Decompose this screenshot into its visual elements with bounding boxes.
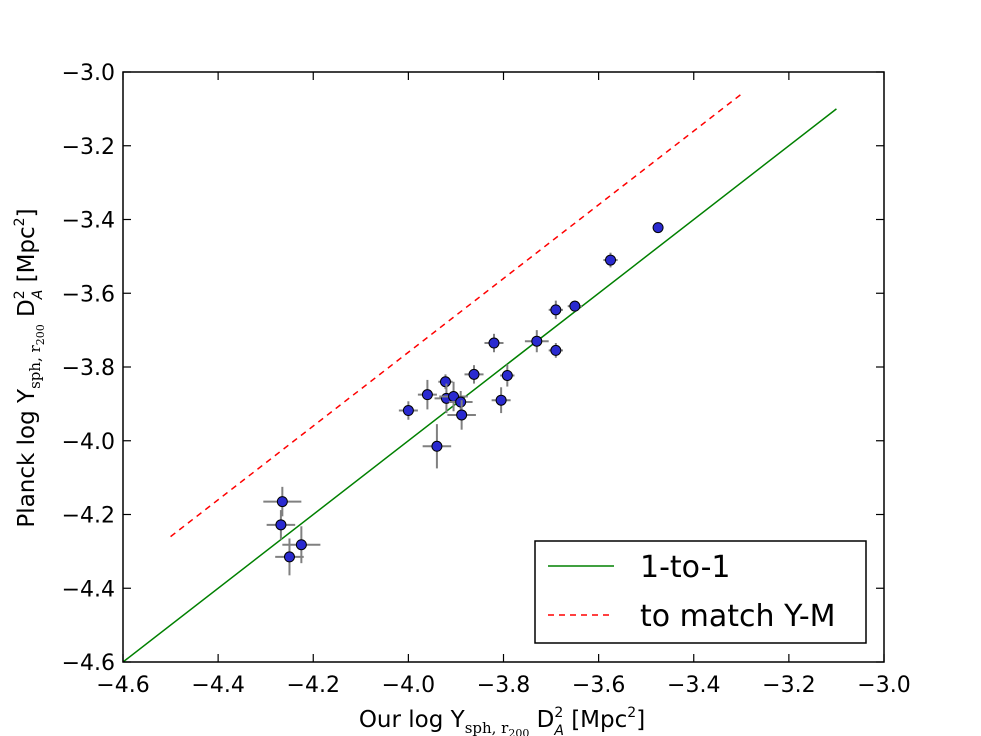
data-point [266, 510, 296, 540]
point-marker [456, 409, 468, 421]
point-marker [488, 337, 500, 349]
x-axis-label-unit-sup: 2 [627, 705, 636, 721]
x-tick-label: −3.2 [762, 673, 815, 698]
legend: 1-to-1 to match Y-M [534, 540, 867, 644]
y-axis-label-subsubscript: 200 [34, 324, 47, 345]
x-tick-label: −4.0 [382, 673, 435, 698]
point-marker [550, 304, 562, 316]
x-axis-label-mid: D [529, 707, 554, 733]
plot-inner [123, 93, 837, 662]
y-tick-label: −3.6 [62, 282, 115, 307]
data-point [548, 300, 563, 320]
y-tick-label: −4.2 [62, 504, 115, 529]
data-point [439, 381, 468, 412]
point-marker [275, 519, 287, 531]
x-axis-label-subscript: sph, r [465, 719, 509, 736]
y-axis-label-sub2: A [30, 290, 46, 301]
one-to-one-line [123, 108, 837, 662]
point-marker [421, 389, 433, 401]
y-axis-label-unit: [Mpc [14, 226, 40, 289]
x-tick-label: −4.4 [191, 673, 244, 698]
y-axis-ticks: −4.6 −4.4 −4.2 −4.0 −3.8 −3.6 −3.4 −3.2 −3.0 [62, 61, 884, 676]
x-tick-label: −3.0 [857, 673, 910, 698]
y-axis-label-sup: 2 [12, 290, 28, 299]
data-point [500, 364, 515, 387]
x-axis-label-unit-end: ] [636, 707, 645, 733]
y-tick-label: −4.0 [62, 430, 115, 455]
y-tick-label: −3.4 [62, 209, 115, 234]
y-tick-label: −3.8 [62, 356, 115, 381]
data-point [603, 252, 618, 268]
point-marker [468, 368, 480, 380]
x-axis-label-prefix: Our log Y [359, 707, 466, 733]
data-point [417, 379, 437, 410]
x-tick-label: −3.4 [667, 673, 720, 698]
legend-box [534, 540, 867, 644]
data-point [398, 401, 418, 420]
data-point [484, 333, 504, 353]
x-axis-label: Our log Ysph, r200 D2 A [Mpc2] [359, 705, 645, 736]
point-marker [402, 405, 414, 417]
data-point [464, 365, 484, 384]
y-tick-label: −3.2 [62, 135, 115, 160]
data-point [491, 387, 511, 414]
point-marker [431, 440, 443, 452]
point-marker [652, 222, 664, 234]
x-tick-label: −3.6 [572, 673, 625, 698]
data-point [422, 424, 452, 469]
x-tick-label: −4.2 [287, 673, 340, 698]
x-tick-label: −4.6 [96, 673, 149, 698]
y-tick-label: −4.6 [62, 651, 115, 676]
y-axis-label: Planck log Ysph, r200 D2 A [Mpc2] [12, 208, 47, 527]
point-marker [531, 335, 543, 347]
legend-label-1-to-1: 1-to-1 [640, 550, 731, 585]
data-point [524, 330, 549, 353]
x-axis-label-sup: 2 [554, 705, 563, 721]
y-axis-label-unit-end: ] [14, 208, 40, 217]
data-point [567, 300, 582, 312]
y-axis-label-mid: D [14, 299, 40, 324]
data-point [447, 400, 476, 430]
data-point [263, 486, 302, 517]
x-axis-label-subsubscript: 200 [508, 727, 529, 736]
data-point [652, 222, 664, 234]
y-axis-label-subscript: sph, r [26, 344, 44, 388]
point-marker [495, 394, 507, 406]
point-marker [550, 344, 562, 356]
point-marker [295, 539, 307, 551]
x-axis-label-sub2: A [553, 723, 564, 736]
data-point [548, 343, 563, 358]
y-axis-label-unit-sup: 2 [12, 217, 28, 226]
point-marker [569, 300, 581, 312]
x-axis-label-unit: [Mpc [564, 707, 627, 733]
plot-area [123, 93, 837, 662]
legend-label-to-match-y-m: to match Y-M [640, 599, 836, 634]
y-tick-label: −4.4 [62, 577, 115, 602]
point-marker [605, 254, 617, 266]
y-tick-label: −3.0 [62, 61, 115, 86]
x-axis-ticks: −4.6 −4.4 −4.2 −4.0 −3.8 −3.6 −3.4 −3.2 −3.0 [96, 72, 911, 698]
data-point [282, 526, 321, 564]
y-axis-label-prefix: Planck log Y [14, 388, 40, 528]
point-marker [276, 496, 288, 508]
point-marker [283, 551, 295, 563]
point-marker [501, 369, 513, 381]
x-tick-label: −3.8 [477, 673, 530, 698]
